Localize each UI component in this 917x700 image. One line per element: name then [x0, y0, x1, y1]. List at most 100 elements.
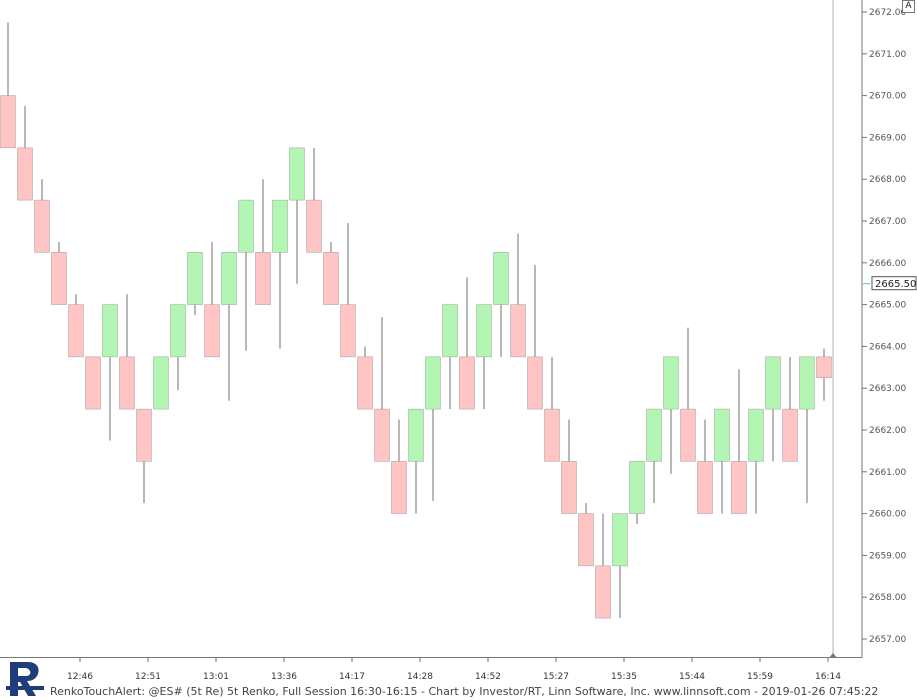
- renko-bar: [153, 356, 169, 410]
- renko-bar: [221, 252, 237, 401]
- price-tick-label: 2669.00: [869, 133, 906, 143]
- up-brick: [646, 408, 662, 462]
- down-brick: [0, 95, 16, 149]
- renko-bar: [748, 408, 764, 514]
- renko-bar: [204, 241, 220, 358]
- renko-bar: [374, 317, 390, 462]
- last-price-label: 2665.50: [875, 279, 916, 290]
- price-tick-label: 2667.00: [869, 217, 906, 227]
- renko-bar: [119, 294, 135, 410]
- chart-footer: RenkoTouchAlert: @ES# (5t Re) 5t Renko, …: [50, 685, 879, 698]
- time-tick-label: 15:44: [679, 672, 705, 682]
- down-brick: [306, 199, 322, 253]
- up-brick: [153, 356, 169, 410]
- time-tick-label: 14:52: [475, 672, 501, 682]
- down-brick: [459, 356, 475, 410]
- time-tick-label: 15:27: [543, 672, 569, 682]
- up-brick: [238, 199, 254, 253]
- renko-bar: [680, 327, 696, 462]
- up-brick: [663, 356, 679, 410]
- up-brick: [799, 356, 815, 410]
- up-brick: [442, 304, 458, 358]
- up-brick: [476, 304, 492, 358]
- price-tick-label: 2661.00: [869, 468, 906, 478]
- renko-bar: [306, 147, 322, 253]
- down-brick: [68, 304, 84, 358]
- time-tick-label: 15:59: [747, 672, 773, 682]
- renko-bar: [289, 147, 305, 284]
- down-brick: [391, 461, 407, 514]
- down-brick: [323, 252, 339, 305]
- down-brick: [595, 565, 611, 619]
- renko-bar: [272, 199, 288, 349]
- down-brick: [697, 461, 713, 514]
- renko-bar: [544, 356, 560, 462]
- up-brick: [629, 461, 645, 514]
- price-tick-label: 2657.00: [869, 635, 906, 645]
- renko-bars: [0, 22, 832, 619]
- renko-bar: [238, 199, 254, 351]
- price-tick-label: 2671.00: [869, 50, 906, 60]
- down-brick: [527, 356, 543, 410]
- time-tick-label: 13:01: [203, 672, 229, 682]
- renko-bar: [714, 408, 730, 514]
- up-brick: [187, 252, 203, 305]
- price-tick-label: 2668.00: [869, 175, 906, 185]
- renko-bar: [255, 179, 271, 305]
- up-brick: [170, 304, 186, 358]
- down-brick: [255, 252, 271, 305]
- renko-bar: [340, 223, 356, 358]
- renko-bar: [697, 419, 713, 514]
- price-axis[interactable]: 2657.00 2658.00 2659.00 2660.00 2661.00 2662.…: [862, 8, 906, 645]
- down-brick: [136, 408, 152, 462]
- up-brick: [612, 513, 628, 567]
- renko-bar: [595, 513, 611, 619]
- renko-bar: [17, 106, 33, 201]
- down-brick: [374, 408, 390, 462]
- renko-bar: [425, 356, 441, 502]
- renko-bar: [510, 233, 526, 358]
- up-brick: [272, 199, 288, 253]
- renko-bar: [799, 356, 815, 504]
- price-tick-label: 2659.00: [869, 551, 906, 561]
- up-brick: [289, 147, 305, 201]
- last-price-box: [871, 276, 917, 291]
- time-tick-label: 14:17: [339, 672, 365, 682]
- renko-bar: [459, 277, 475, 410]
- time-tick-label: 12:51: [135, 672, 161, 682]
- renko-bar: [561, 419, 577, 514]
- down-brick: [510, 304, 526, 358]
- price-tick-label: 2662.00: [869, 426, 906, 436]
- renko-bar: [187, 252, 203, 316]
- renko-bar: [646, 408, 662, 504]
- renko-bar: [323, 241, 339, 305]
- renko-bar: [493, 252, 509, 357]
- renko-bar: [408, 408, 424, 514]
- time-tick-label: 16:14: [815, 672, 841, 682]
- price-tick-label: 2664.00: [869, 342, 906, 352]
- renko-bar: [391, 419, 407, 514]
- time-tick-label: 15:35: [611, 672, 637, 682]
- renko-bar: [136, 408, 152, 504]
- auto-scale-button[interactable]: A: [902, 0, 915, 13]
- last-price-marker: 2665.50: [863, 276, 917, 291]
- down-brick: [816, 356, 832, 379]
- up-brick: [765, 356, 781, 410]
- price-tick-label: 2665.00: [869, 301, 906, 311]
- down-brick: [731, 461, 747, 514]
- renko-bar: [663, 356, 679, 474]
- down-brick: [204, 304, 220, 358]
- renko-bar: [612, 513, 628, 619]
- down-brick: [17, 147, 33, 201]
- renko-bar: [629, 461, 645, 525]
- time-tick-label: 12:46: [67, 672, 93, 682]
- up-brick: [714, 408, 730, 462]
- down-brick: [561, 461, 577, 514]
- price-tick-label: 2658.00: [869, 593, 906, 603]
- price-tick-label: 2670.00: [869, 92, 906, 102]
- renko-bar: [68, 294, 84, 358]
- time-axis[interactable]: 12:46 12:51 13:01 13:36 14:17 14:28 14:52 15:27…: [67, 657, 841, 682]
- renko-bar: [782, 356, 798, 462]
